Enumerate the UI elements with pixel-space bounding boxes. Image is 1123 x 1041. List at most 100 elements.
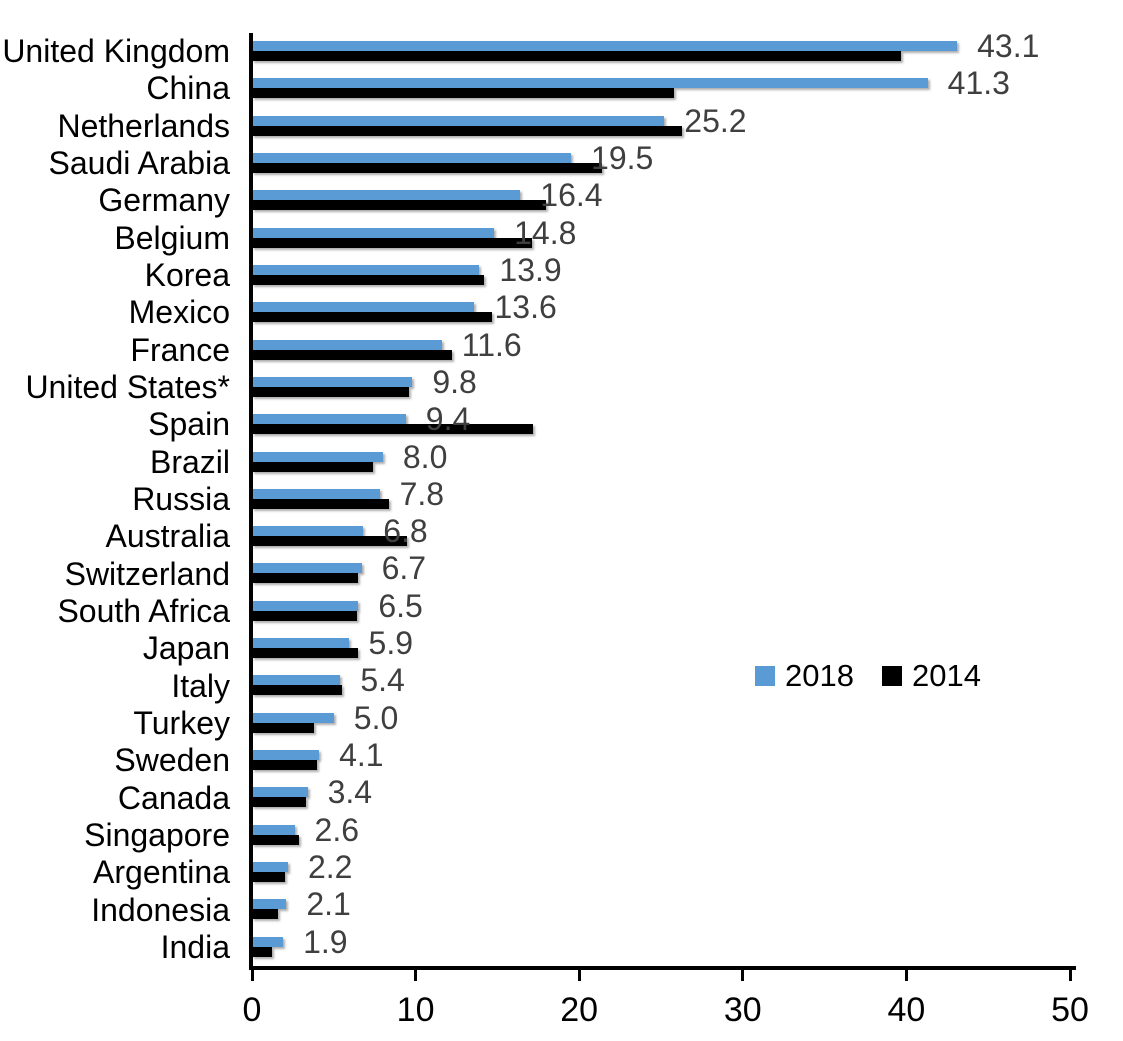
bar-2014 [252, 88, 675, 99]
x-tick-mark [904, 970, 908, 981]
chart-row: Korea 13.9 [0, 251, 1123, 294]
bar-2014 [252, 461, 374, 472]
bar-2018 [252, 936, 284, 947]
bar-2014 [252, 909, 279, 920]
bar-2018 [252, 115, 665, 126]
bar-2014 [252, 685, 342, 696]
value-label: 7.8 [399, 475, 445, 512]
bar-2018 [252, 302, 475, 313]
bar-2018 [252, 78, 928, 89]
bar-2014 [252, 386, 410, 397]
bar-2018 [252, 899, 287, 910]
x-tick-label: 50 [1051, 991, 1089, 1029]
chart-row: Canada 3.4 [0, 774, 1123, 816]
bar-2014 [252, 312, 493, 323]
category-label: South Africa [57, 592, 230, 629]
category-label: China [146, 70, 230, 107]
chart-row: United Kingdom 43.1 [0, 28, 1123, 70]
chart-row: Japan 5.9 [0, 625, 1123, 667]
x-tick-mark [577, 970, 581, 981]
value-label: 25.2 [684, 102, 747, 139]
bar-2018 [252, 563, 362, 574]
legend-swatch-2014-icon [881, 666, 902, 686]
legend-item-2018: 2018 [755, 658, 854, 694]
bar-2018 [252, 339, 442, 350]
chart-row: China 41.3 [0, 65, 1123, 107]
value-label: 6.5 [378, 587, 423, 624]
chart-row: Mexico 13.6 [0, 291, 1123, 331]
chart-row: Switzerland 6.7 [0, 552, 1123, 592]
chart-row: Brazil 8.0 [0, 438, 1123, 481]
chart-row: Netherlands 25.2 [0, 102, 1123, 145]
bar-2014 [252, 946, 272, 957]
x-tick-mark [1068, 970, 1072, 981]
legend-item-2014: 2014 [881, 658, 981, 694]
category-label: France [130, 331, 230, 368]
value-label: 41.3 [947, 65, 1010, 102]
value-label: 9.4 [425, 401, 471, 438]
category-label: Saudi Arabia [48, 145, 230, 182]
bar-2014 [252, 424, 534, 435]
category-label: Sweden [114, 742, 230, 779]
chart-row: United States* 9.8 [0, 363, 1123, 406]
value-label: 8.0 [402, 438, 448, 475]
bar-2014 [252, 760, 318, 771]
category-label: Korea [144, 257, 230, 294]
chart-row: Australia 6.8 [0, 515, 1123, 555]
category-label: United Kingdom [2, 33, 230, 70]
y-axis-line [249, 33, 253, 970]
chart-row: Indonesia 2.1 [0, 888, 1123, 928]
bar-2018 [252, 451, 383, 462]
chart-row: Turkey 5.0 [0, 702, 1123, 742]
value-label: 2.2 [307, 849, 353, 886]
value-label: 2.6 [314, 811, 360, 848]
bar-2014 [252, 722, 315, 733]
bar-2014 [252, 51, 902, 61]
bar-2018 [252, 414, 406, 425]
category-label: Belgium [114, 219, 230, 256]
x-tick-label: 0 [242, 991, 262, 1029]
bar-2018 [252, 227, 495, 238]
category-label: Germany [98, 182, 230, 219]
value-label: 13.9 [499, 251, 562, 288]
bar-2018 [252, 824, 295, 835]
x-tick-mark [250, 970, 254, 981]
bar-2018 [252, 862, 288, 873]
value-label: 9.8 [432, 363, 477, 400]
x-axis-line [249, 966, 1076, 970]
value-label: 5.4 [360, 662, 405, 699]
bar-2014 [252, 200, 547, 211]
value-label: 16.4 [540, 177, 603, 214]
bar-2018 [252, 376, 413, 387]
x-tick-mark [414, 970, 418, 981]
bar-2018 [252, 190, 521, 201]
chart-row: Russia 7.8 [0, 475, 1123, 518]
bar-2018 [252, 488, 380, 499]
bar-2018 [252, 675, 341, 686]
value-label: 5.9 [368, 625, 413, 662]
chart-row: Argentina 2.2 [0, 849, 1123, 891]
category-label: Brazil [149, 443, 230, 480]
bar-2014 [252, 349, 452, 360]
chart-row: Sweden 4.1 [0, 739, 1123, 779]
chart-row: India 1.9 [0, 926, 1123, 966]
category-label: Indonesia [91, 891, 230, 928]
chart-row: Singapore 2.6 [0, 811, 1123, 854]
chart-row: South Africa 6.5 [0, 587, 1123, 630]
value-label: 3.4 [327, 774, 373, 811]
category-label: Switzerland [64, 555, 230, 592]
bar-2018 [252, 787, 308, 798]
category-label: Russia [132, 480, 230, 517]
value-label: 19.5 [591, 139, 654, 176]
value-label: 43.1 [977, 28, 1040, 64]
legend-swatch-2018-icon [755, 666, 775, 686]
bar-2014 [252, 498, 390, 509]
category-label: Argentina [93, 854, 230, 891]
bar-2014 [252, 274, 485, 285]
category-label: Singapore [84, 816, 230, 853]
bar-2014 [252, 648, 359, 659]
x-tick-label: 30 [723, 991, 762, 1029]
legend: 2018 2014 [755, 658, 981, 694]
category-label: Turkey [133, 704, 230, 741]
chart-row: Saudi Arabia 19.5 [0, 139, 1123, 182]
